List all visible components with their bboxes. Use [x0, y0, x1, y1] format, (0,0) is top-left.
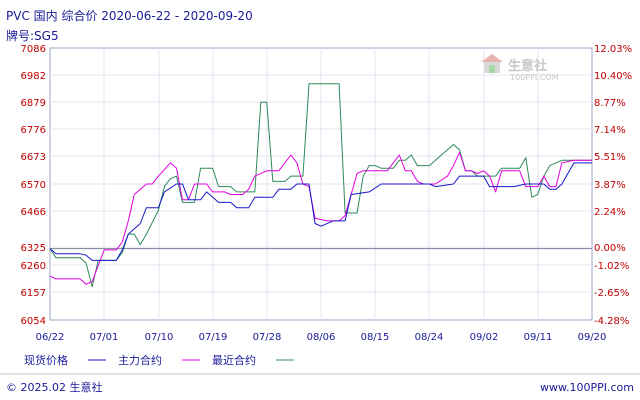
x-tick-label: 09/02	[470, 332, 499, 343]
x-tick-label: 06/22	[36, 332, 65, 343]
footer-link[interactable]: www.100PPI.com	[540, 381, 634, 394]
y-right-tick-label: 10.40%	[594, 71, 632, 82]
y-axis-left: 7086 6982 6879 6776 6673 6570 6466 6325 6260 6157…	[21, 44, 46, 327]
x-tick-label: 07/28	[253, 332, 282, 343]
x-tick-label: 07/10	[145, 332, 174, 343]
x-axis: 06/22 07/01 07/10 07/19 07/28 08/06 08/15 08/24…	[36, 332, 607, 343]
y-right-tick-label: 2.24%	[594, 207, 626, 218]
y-left-tick-label: 6157	[21, 288, 46, 299]
x-tick-label: 09/11	[524, 332, 553, 343]
series-line-1	[49, 151, 592, 285]
series-line-0	[49, 162, 592, 261]
y-right-tick-label: 5.51%	[594, 152, 626, 163]
footer-copyright: © 2025.02 生意社	[6, 380, 102, 394]
x-tick-label: 08/06	[307, 332, 336, 343]
chart-title: PVC 国内 综合价 2020-06-22 - 2020-09-20	[6, 8, 253, 23]
watermark-house-icon	[481, 54, 503, 73]
y-right-tick-label: 7.14%	[594, 125, 626, 136]
legend-label-near: 最近合约	[212, 353, 256, 367]
y-left-tick-label: 6776	[21, 125, 46, 136]
legend-label-spot: 现货价格	[24, 353, 68, 367]
x-tick-label: 08/24	[415, 332, 444, 343]
y-right-tick-label: -1.02%	[594, 261, 629, 272]
watermark-name: 生意社	[508, 58, 547, 74]
y-left-tick-label: 6673	[21, 152, 46, 163]
x-tick-label: 09/20	[578, 332, 607, 343]
y-right-tick-label: 3.87%	[594, 180, 626, 191]
x-tick-label: 07/01	[90, 332, 119, 343]
y-right-tick-label: -2.65%	[594, 288, 629, 299]
y-left-tick-label: 6325	[21, 243, 46, 254]
y-left-tick-label: 7086	[21, 44, 46, 55]
watermark-url: 100PPI.COM	[510, 73, 559, 82]
y-right-tick-label: 0.00%	[594, 243, 626, 254]
y-left-tick-label: 6054	[21, 316, 46, 327]
grid-lines	[50, 48, 592, 320]
y-left-tick-label: 6570	[21, 180, 46, 191]
y-left-tick-label: 6879	[21, 98, 46, 109]
series-group	[49, 83, 592, 288]
y-right-tick-label: 8.77%	[594, 98, 626, 109]
y-right-tick-label: 12.03%	[594, 44, 632, 55]
y-left-tick-label: 6982	[21, 71, 46, 82]
y-right-tick-label: -4.28%	[594, 316, 629, 327]
x-tick-label: 08/15	[361, 332, 390, 343]
legend: 现货价格 主力合约 最近合约	[24, 353, 294, 367]
y-left-tick-label: 6260	[21, 261, 46, 272]
y-left-tick-label: 6466	[21, 207, 46, 218]
chart-subtitle: 牌号:SG5	[6, 29, 59, 43]
x-tick-label: 07/19	[199, 332, 228, 343]
legend-label-main: 主力合约	[118, 353, 162, 367]
watermark: 生意社 100PPI.COM	[481, 54, 559, 82]
y-axis-right: 12.03% 10.40% 8.77% 7.14% 5.51% 3.87% 2.24% 0.0…	[594, 44, 632, 327]
